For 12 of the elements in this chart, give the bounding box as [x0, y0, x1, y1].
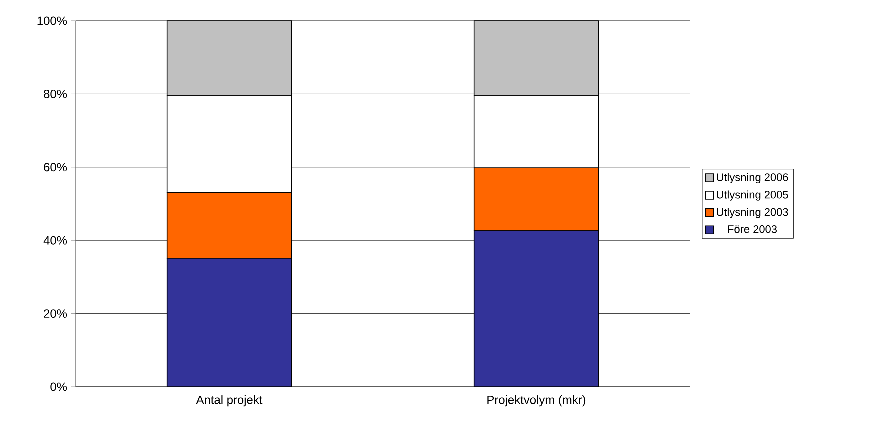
y-tick-label: 40%	[44, 236, 68, 245]
legend-label: Utlysning 2005	[717, 190, 788, 201]
x-tick-label: Projektvolym (mkr)	[488, 396, 586, 407]
legend-label: Utlysning 2003	[717, 208, 788, 218]
y-tick-label: 20%	[44, 310, 68, 318]
y-tick-label: 60%	[44, 163, 68, 172]
y-tick-label: 100%	[38, 16, 68, 26]
x-tick-label: Antal projekt	[196, 396, 263, 407]
legend-label: Utlysning 2006	[717, 173, 788, 184]
y-tick-label: 80%	[44, 90, 68, 98]
y-tick-label: 0%	[50, 382, 68, 392]
legend-label: Före 2003	[728, 226, 777, 234]
